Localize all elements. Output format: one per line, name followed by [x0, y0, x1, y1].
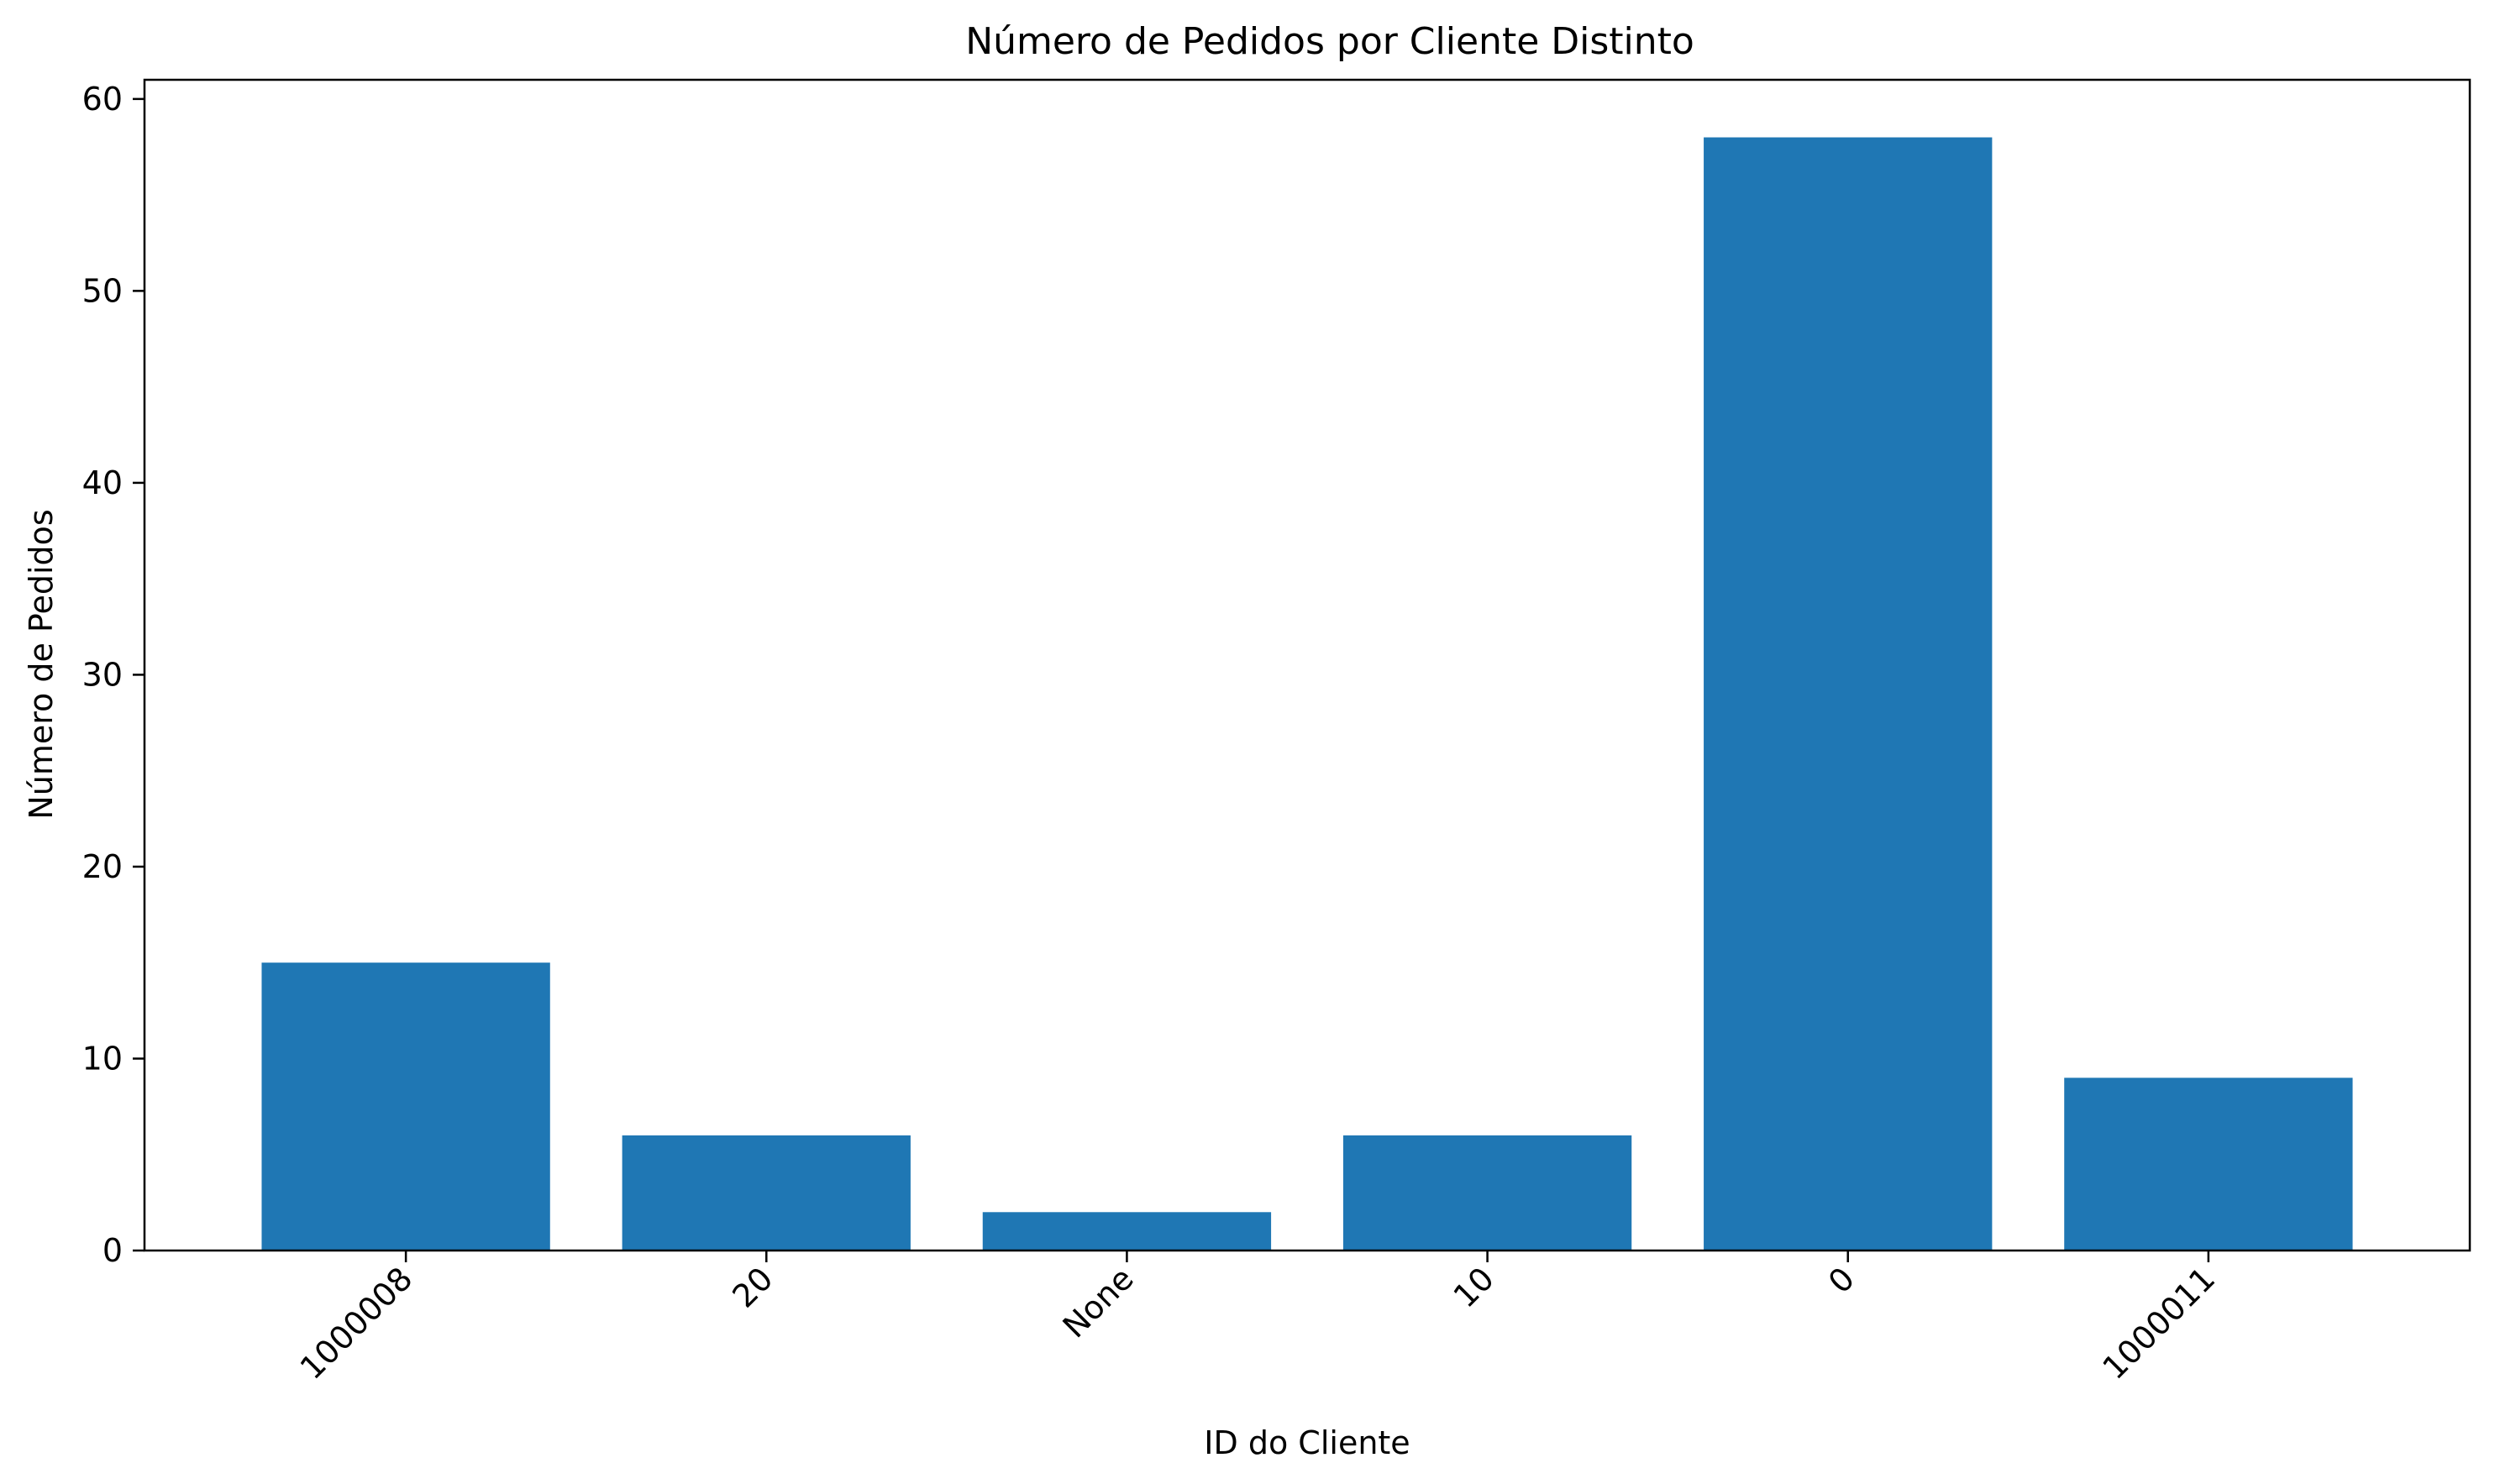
y-axis-label: Número de Pedidos — [23, 509, 60, 819]
chart-title: Número de Pedidos por Cliente Distinto — [965, 20, 1694, 63]
bar-10 — [1342, 1135, 1632, 1251]
y-tick-label: 40 — [82, 464, 123, 501]
y-axis-ticks: 0 10 20 30 40 50 60 — [82, 81, 144, 1269]
x-axis-ticks: 1000008 20 None 10 0 1000011 — [293, 1251, 2222, 1387]
y-tick-label: 10 — [82, 1040, 123, 1077]
x-tick-label: 0 — [1821, 1260, 1862, 1300]
x-tick-label: 10 — [1447, 1260, 1501, 1314]
bar-20 — [622, 1135, 911, 1251]
x-tick-label: 1000008 — [293, 1260, 420, 1387]
y-tick-label: 0 — [102, 1232, 123, 1269]
bar-None — [982, 1212, 1272, 1251]
y-tick-label: 30 — [82, 656, 123, 693]
bars-group — [261, 137, 2353, 1251]
plot-frame — [143, 78, 2471, 1252]
x-tick-label: 20 — [725, 1260, 780, 1314]
x-tick-label: 1000011 — [2095, 1260, 2222, 1387]
y-tick-label: 50 — [82, 272, 123, 309]
y-tick-label: 60 — [82, 81, 123, 118]
bar-0 — [1704, 137, 1993, 1251]
bar-1000011 — [2064, 1078, 2353, 1251]
y-tick-label: 20 — [82, 848, 123, 885]
bar-1000008 — [261, 962, 550, 1251]
x-axis-label: ID do Cliente — [1204, 1424, 1410, 1461]
x-tick-label: None — [1056, 1260, 1141, 1345]
